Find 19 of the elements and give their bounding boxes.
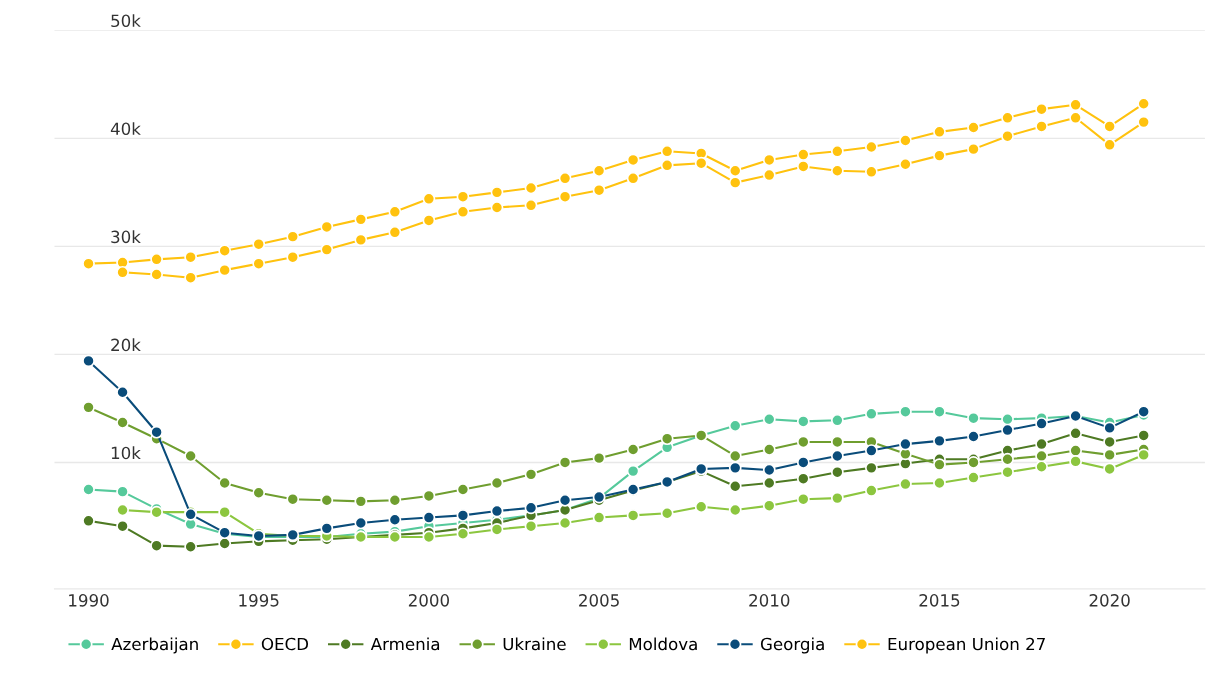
x-tick-label: 2000 — [408, 594, 449, 607]
legend-label: OECD — [261, 637, 309, 651]
y-tick-label: 30k — [111, 230, 141, 244]
x-tick-label: 2020 — [1089, 594, 1130, 607]
legend-label: European Union 27 — [888, 637, 1045, 654]
legend-label: Moldova — [629, 637, 697, 651]
legend-label: Ukraine — [503, 637, 566, 651]
legend-label: Azerbaijan — [111, 637, 198, 654]
x-tick-label: 2010 — [749, 594, 790, 607]
x-tick-label: 2015 — [919, 594, 960, 607]
x-tick-label: 2005 — [579, 594, 619, 607]
y-tick-label: 10k — [111, 446, 141, 460]
x-tick-label: 1990 — [69, 594, 109, 607]
y-tick-label: 40k — [110, 122, 141, 136]
y-tick-label: 20k — [111, 338, 141, 352]
y-tick-label: 50k — [111, 14, 141, 28]
legend-label: Georgia — [760, 637, 824, 654]
legend-label: Armenia — [370, 637, 440, 651]
x-tick-label: 1995 — [239, 594, 279, 607]
